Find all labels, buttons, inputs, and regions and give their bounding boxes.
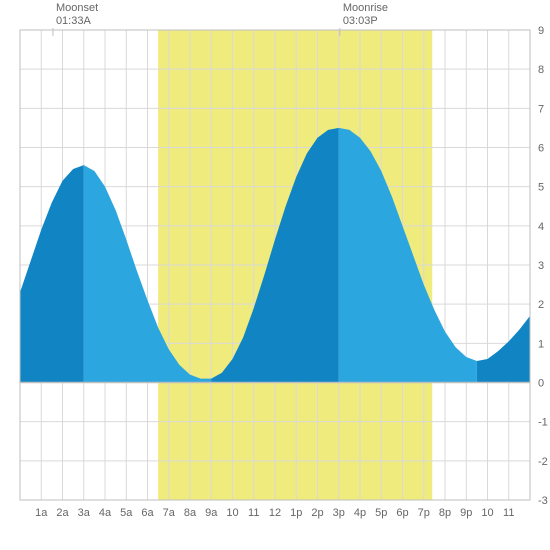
x-tick-label: 2a: [56, 507, 69, 519]
x-tick-label: 1a: [35, 507, 48, 519]
x-tick-label: 5a: [120, 507, 133, 519]
y-tick-label: -3: [538, 495, 548, 507]
x-tick-label: 8p: [439, 507, 451, 519]
x-tick-label: 7a: [163, 507, 176, 519]
y-tick-label: 3: [538, 260, 544, 272]
x-tick-label: 10: [481, 507, 493, 519]
x-tick-label: 8a: [184, 507, 197, 519]
annotation-moonset: Moonset 01:33A: [56, 2, 98, 28]
annotation-moonrise: Moonrise 03:03P: [343, 2, 388, 28]
y-tick-label: 7: [538, 103, 544, 115]
x-tick-label: 3a: [78, 507, 91, 519]
x-tick-label: 12: [269, 507, 281, 519]
y-tick-label: 9: [538, 25, 544, 37]
x-tick-label: 10: [226, 507, 238, 519]
y-tick-label: 8: [538, 64, 544, 76]
y-tick-label: 0: [538, 378, 544, 390]
x-tick-label: 4a: [99, 507, 112, 519]
x-tick-label: 2p: [311, 507, 323, 519]
y-tick-label: -2: [538, 456, 548, 468]
x-tick-label: 9a: [205, 507, 218, 519]
x-tick-label: 11: [248, 507, 259, 519]
x-tick-label: 6p: [396, 507, 408, 519]
chart-svg: 1a2a3a4a5a6a7a8a9a1011121p2p3p4p5p6p7p8p…: [0, 0, 550, 550]
annotation-moonrise-value: 03:03P: [343, 15, 388, 28]
y-tick-label: 4: [538, 221, 544, 233]
y-tick-label: 6: [538, 143, 544, 155]
x-tick-label: 1p: [290, 507, 302, 519]
x-tick-label: 9p: [460, 507, 472, 519]
tide-chart: 1a2a3a4a5a6a7a8a9a1011121p2p3p4p5p6p7p8p…: [0, 0, 550, 550]
x-tick-label: 5p: [375, 507, 387, 519]
x-tick-label: 7p: [418, 507, 430, 519]
annotation-moonset-value: 01:33A: [56, 15, 98, 28]
annotation-moonset-title: Moonset: [56, 2, 98, 15]
x-tick-label: 4p: [354, 507, 366, 519]
annotation-moonrise-title: Moonrise: [343, 2, 388, 15]
x-tick-label: 11: [503, 507, 514, 519]
y-tick-label: 5: [538, 182, 544, 194]
x-tick-label: 3p: [333, 507, 345, 519]
y-tick-label: 1: [538, 338, 544, 350]
y-tick-label: 2: [538, 299, 544, 311]
y-tick-label: -1: [538, 417, 548, 429]
x-tick-label: 6a: [141, 507, 154, 519]
